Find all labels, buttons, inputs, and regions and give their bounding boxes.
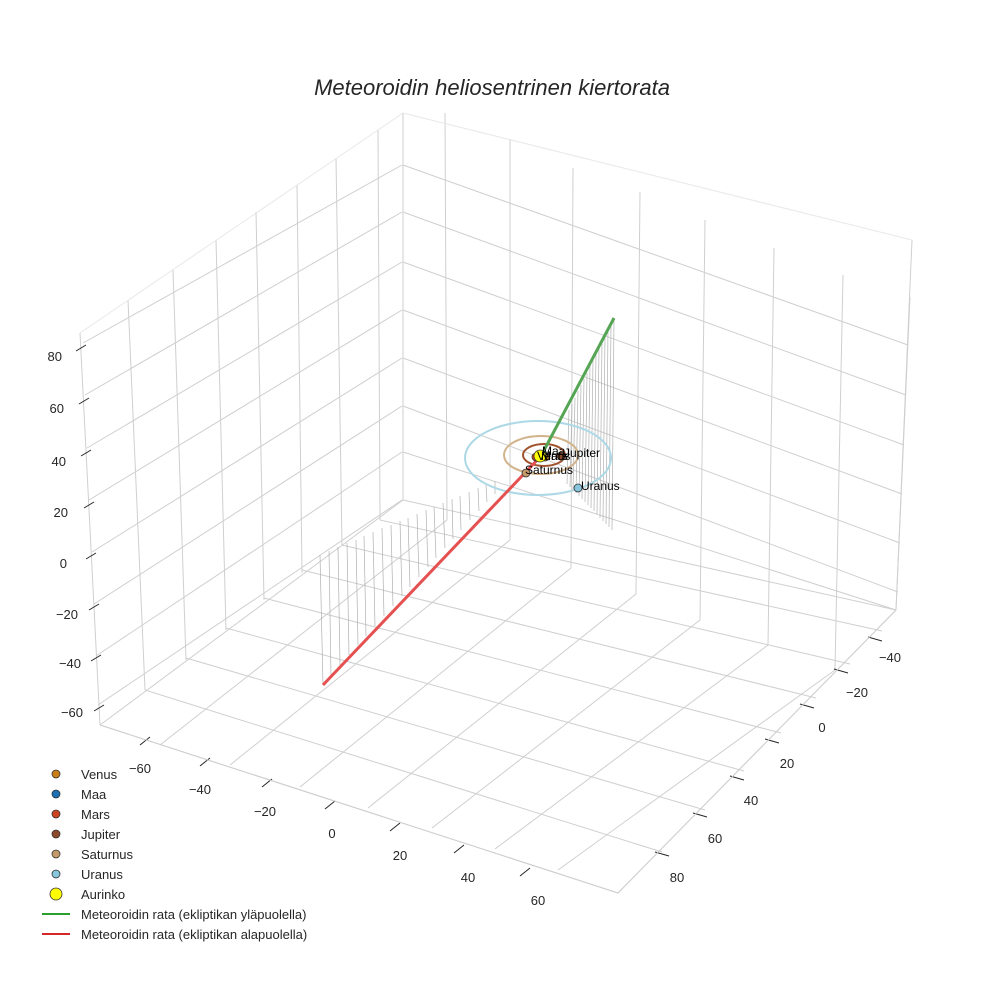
legend-dot-icon [51,789,61,799]
mars-label: Mars [541,449,568,463]
z-tick-label: −60 [61,705,83,720]
lower-trajectory-droplines [319,481,496,686]
x-tick-label: 40 [461,870,475,885]
sun-marker [533,449,547,463]
legend-dot-icon [51,849,61,859]
legend-label: Aurinko [81,887,125,902]
z-tick-label: 40 [52,454,66,469]
planet-labels: Maa Venus Mars Jupiter Saturnus Uranus [525,444,620,493]
y-tick-label: −20 [846,685,868,700]
jupiter-marker [556,451,566,461]
legend-label: Maa [81,787,107,802]
uranus-marker [573,483,583,493]
y-tick-label: 40 [744,793,758,808]
legend-dot-icon [51,769,61,779]
y-tick-label: 0 [818,720,825,735]
saturnus-label: Saturnus [525,463,573,477]
y-tick-label: 80 [670,870,684,885]
legend-item: Venus [51,767,118,782]
z-tick-label: −40 [59,656,81,671]
x-tick-label: 20 [393,848,407,863]
y-tick-label: 20 [780,756,794,771]
x-tick-label: 0 [328,826,335,841]
legend-label: Jupiter [81,827,121,842]
legend-item: Mars [51,807,110,822]
y-tick-label: −40 [879,650,901,665]
z-tick-label: 0 [60,556,67,571]
legend-item: Maa [51,787,107,802]
y-axis: −40 −20 0 20 40 60 80 [617,609,901,894]
legend-label: Saturnus [81,847,134,862]
chart-title: Meteoroidin heliosentrinen kiertorata [314,75,670,100]
back-left-wall [79,112,404,726]
legend-label: Meteoroidin rata (ekliptikan yläpuolella… [81,907,306,922]
lower-trajectory-line [321,454,543,687]
z-axis: 80 60 40 20 0 −20 −40 −60 [48,344,105,720]
legend-dot-icon [51,829,61,839]
legend-label: Venus [81,767,118,782]
saturnus-marker [521,468,531,478]
legend-dot-icon [51,869,61,879]
planets [521,449,583,493]
legend-item: Meteoroidin rata (ekliptikan yläpuolella… [42,907,306,922]
legend-item: Saturnus [51,847,134,862]
legend-item: Aurinko [49,887,125,902]
legend-item: Uranus [51,867,123,882]
legend-label: Mars [81,807,110,822]
x-axis: −60 −40 −20 0 20 40 60 [99,724,619,908]
x-tick-label: −20 [254,804,276,819]
legend-item: Meteoroidin rata (ekliptikan alapuolella… [42,927,307,942]
x-tick-label: 60 [531,893,545,908]
legend-item: Jupiter [51,827,121,842]
venus-label: Venus [537,449,570,463]
upper-trajectory-line [539,317,616,457]
y-tick-label: 60 [708,831,722,846]
legend-sun-icon [49,887,63,901]
x-tick-label: −40 [189,782,211,797]
x-tick-label: −60 [129,761,151,776]
legend-label: Meteoroidin rata (ekliptikan alapuolella… [81,927,307,942]
upper-trajectory-droplines [566,317,615,531]
z-tick-label: 60 [50,401,64,416]
uranus-orbit [464,420,612,496]
uranus-label: Uranus [581,479,620,493]
z-tick-label: −20 [56,607,78,622]
legend-label: Uranus [81,867,123,882]
legend-dot-icon [51,809,61,819]
legend: Venus Maa Mars Jupiter Saturnus Uranus A… [42,767,307,942]
saturnus-orbit [503,435,579,475]
z-tick-label: 20 [54,505,68,520]
maa-label: Maa [542,444,566,458]
z-tick-label: 80 [48,349,62,364]
jupiter-label: Jupiter [564,446,600,460]
back-right-wall [402,112,913,671]
